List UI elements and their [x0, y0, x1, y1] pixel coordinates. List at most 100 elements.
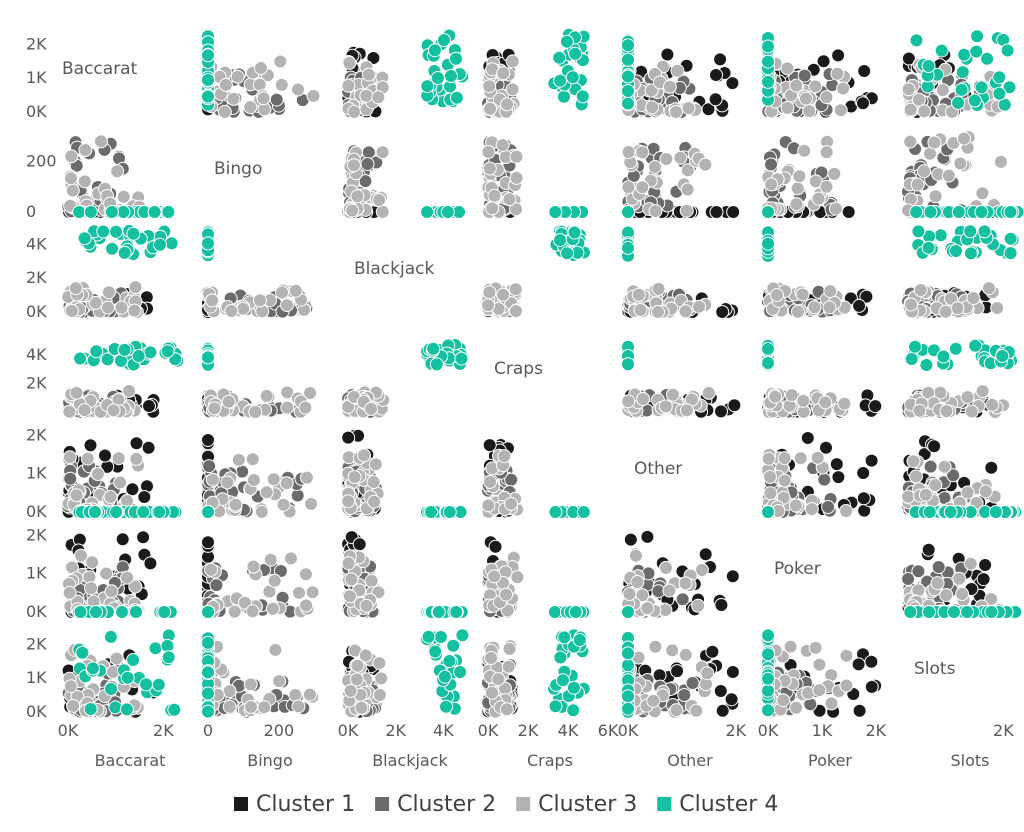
point-cluster-4: [970, 29, 985, 44]
point-cluster-4: [442, 654, 457, 668]
point-cluster-1: [841, 205, 856, 218]
point-cluster-1: [713, 52, 728, 67]
x-tick-label: 2K: [865, 721, 886, 740]
point-cluster-3: [975, 186, 990, 201]
point-cluster-3: [917, 104, 932, 118]
point-cluster-3: [804, 502, 819, 517]
point-cluster-4: [164, 236, 179, 251]
point-cluster-3: [104, 584, 119, 599]
diag-label-blackjack: Blackjack: [354, 259, 434, 279]
point-cluster-4: [201, 635, 215, 650]
x-tick-label: 1K: [812, 721, 833, 740]
point-cluster-3: [495, 138, 510, 153]
point-cluster-4: [201, 665, 215, 680]
point-cluster-3: [966, 291, 981, 305]
point-cluster-1: [640, 529, 655, 544]
point-cluster-4: [449, 51, 463, 66]
point-cluster-4: [621, 205, 635, 218]
point-cluster-1: [201, 433, 215, 447]
point-cluster-4: [909, 33, 924, 48]
point-cluster-3: [276, 497, 291, 512]
point-cluster-4: [761, 236, 775, 251]
point-cluster-3: [665, 387, 680, 402]
point-cluster-3: [941, 168, 956, 183]
point-cluster-4: [761, 628, 775, 643]
point-cluster-4: [557, 630, 572, 645]
point-cluster-1: [819, 440, 833, 455]
point-cluster-3: [921, 385, 936, 400]
point-cluster-3: [280, 400, 295, 415]
point-cluster-3: [497, 449, 512, 464]
point-cluster-1: [698, 547, 713, 562]
point-cluster-4: [548, 205, 563, 218]
panel-craps-vs-bingo: [201, 340, 318, 418]
panel-craps-vs-baccarat: [61, 339, 185, 418]
panel-craps-vs-poker: [761, 338, 883, 418]
point-cluster-4: [621, 357, 635, 372]
panel-craps-vs-slots: [901, 338, 1019, 418]
point-cluster-3: [500, 97, 515, 112]
point-cluster-4: [954, 82, 969, 97]
point-cluster-4: [621, 658, 635, 673]
panel-bingo-vs-poker: [761, 134, 856, 218]
point-cluster-3: [982, 281, 996, 296]
point-cluster-3: [78, 143, 93, 157]
point-cluster-3: [364, 573, 379, 588]
legend-swatch: [375, 797, 390, 811]
x-tick-label: 2K: [725, 721, 746, 740]
point-cluster-3: [963, 556, 978, 571]
panel-blackjack-vs-other: [621, 224, 740, 318]
point-cluster-3: [265, 601, 280, 616]
point-cluster-3: [784, 388, 799, 403]
point-cluster-3: [366, 475, 381, 489]
point-cluster-1: [488, 539, 503, 554]
point-cluster-4: [109, 224, 123, 239]
point-cluster-3: [763, 469, 777, 484]
point-cluster-4: [923, 205, 938, 218]
point-cluster-4: [1000, 43, 1015, 58]
point-cluster-4: [126, 653, 141, 667]
panel-baccarat-vs-bingo: [201, 29, 321, 118]
point-cluster-3: [230, 69, 245, 84]
point-cluster-3: [636, 392, 651, 406]
point-cluster-1: [725, 76, 740, 91]
point-cluster-1: [482, 438, 497, 453]
point-cluster-3: [824, 696, 839, 711]
point-cluster-2: [911, 564, 926, 579]
point-cluster-1: [714, 404, 728, 418]
point-cluster-3: [505, 54, 520, 69]
point-cluster-3: [792, 169, 807, 184]
point-cluster-3: [64, 303, 79, 318]
point-cluster-4: [454, 351, 469, 366]
panel-other-vs-bingo: [201, 433, 319, 518]
y-tick-label: 2K: [26, 525, 47, 544]
point-cluster-4: [77, 231, 92, 246]
point-cluster-1: [83, 438, 98, 453]
point-cluster-4: [553, 233, 568, 248]
point-cluster-4: [552, 50, 567, 65]
panel-slots-vs-craps: [481, 628, 591, 718]
panel-other-vs-baccarat: [61, 436, 183, 518]
point-cluster-3: [62, 585, 77, 600]
point-cluster-4: [152, 505, 167, 518]
point-cluster-3: [62, 450, 77, 465]
point-cluster-1: [705, 644, 720, 659]
point-cluster-4: [621, 701, 635, 716]
point-cluster-3: [917, 164, 931, 179]
point-cluster-1: [714, 598, 729, 612]
point-cluster-1: [352, 537, 367, 552]
point-cluster-1: [976, 572, 991, 587]
point-cluster-3: [911, 92, 926, 107]
x-tick-label: 6K: [598, 721, 619, 740]
point-cluster-3: [953, 156, 968, 171]
point-cluster-3: [678, 647, 693, 662]
point-cluster-2: [63, 471, 78, 486]
y-tick-label: 0: [26, 202, 36, 221]
point-cluster-3: [630, 575, 645, 589]
point-cluster-3: [496, 66, 511, 81]
panel-other-vs-poker: [761, 431, 879, 518]
point-cluster-3: [811, 191, 826, 206]
point-cluster-2: [360, 157, 375, 171]
point-cluster-3: [635, 145, 650, 160]
point-cluster-4: [433, 630, 448, 644]
